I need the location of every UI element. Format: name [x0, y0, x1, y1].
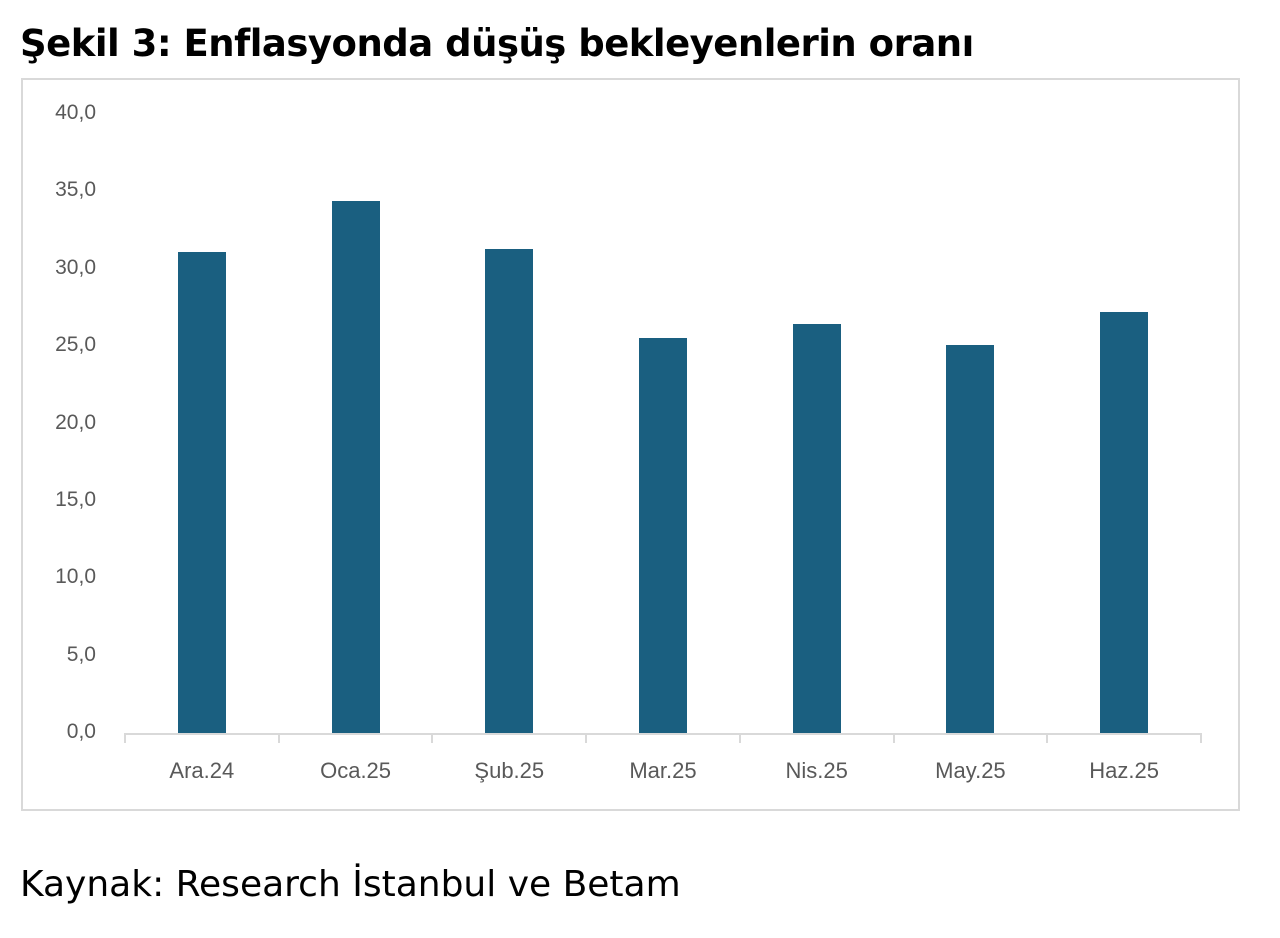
x-tick-mark	[585, 733, 588, 743]
y-tick-label: 0,0	[66, 720, 96, 743]
x-tick-mark	[1046, 733, 1049, 743]
bar-nis-25	[792, 324, 841, 733]
source-note: Kaynak: Research İstanbul ve Betam	[20, 864, 681, 905]
bar-mar-25	[639, 338, 687, 733]
x-tick-label: Mar.25	[629, 758, 697, 783]
y-tick-label: 5,0	[66, 642, 96, 666]
x-tick-mark	[892, 733, 895, 743]
x-tick-label: Şub.25	[474, 758, 545, 783]
bar-oca-25	[331, 200, 380, 733]
chart-title: Şekil 3: Enflasyonda düşüş bekleyenlerin…	[20, 22, 974, 65]
bar-haz-25	[1100, 312, 1149, 733]
x-tick-mark	[431, 733, 434, 743]
x-tick-label: Haz.25	[1089, 758, 1159, 783]
y-tick-label: 30,0	[55, 255, 96, 279]
x-tick-label: Nis.25	[785, 758, 848, 783]
bar-ara-24	[177, 251, 226, 733]
y-tick-label: 15,0	[55, 487, 96, 511]
x-tick-label: Ara.24	[169, 758, 235, 783]
y-tick-label: 25,0	[55, 333, 96, 357]
y-tick-label: 10,0	[55, 565, 96, 589]
x-tick-label: Oca.25	[320, 758, 392, 783]
x-tick-mark	[738, 733, 741, 743]
bar-may-25	[946, 344, 995, 733]
y-tick-label: 35,0	[55, 178, 96, 202]
bar-şub-25	[485, 248, 534, 733]
x-tick-mark	[124, 733, 126, 743]
y-tick-label: 20,0	[55, 410, 96, 434]
x-axis-line	[125, 733, 1201, 735]
x-tick-label: May.25	[935, 758, 1006, 783]
x-tick-mark	[1200, 733, 1202, 743]
x-tick-mark	[277, 733, 280, 743]
y-tick-label: 40,0	[55, 101, 96, 124]
